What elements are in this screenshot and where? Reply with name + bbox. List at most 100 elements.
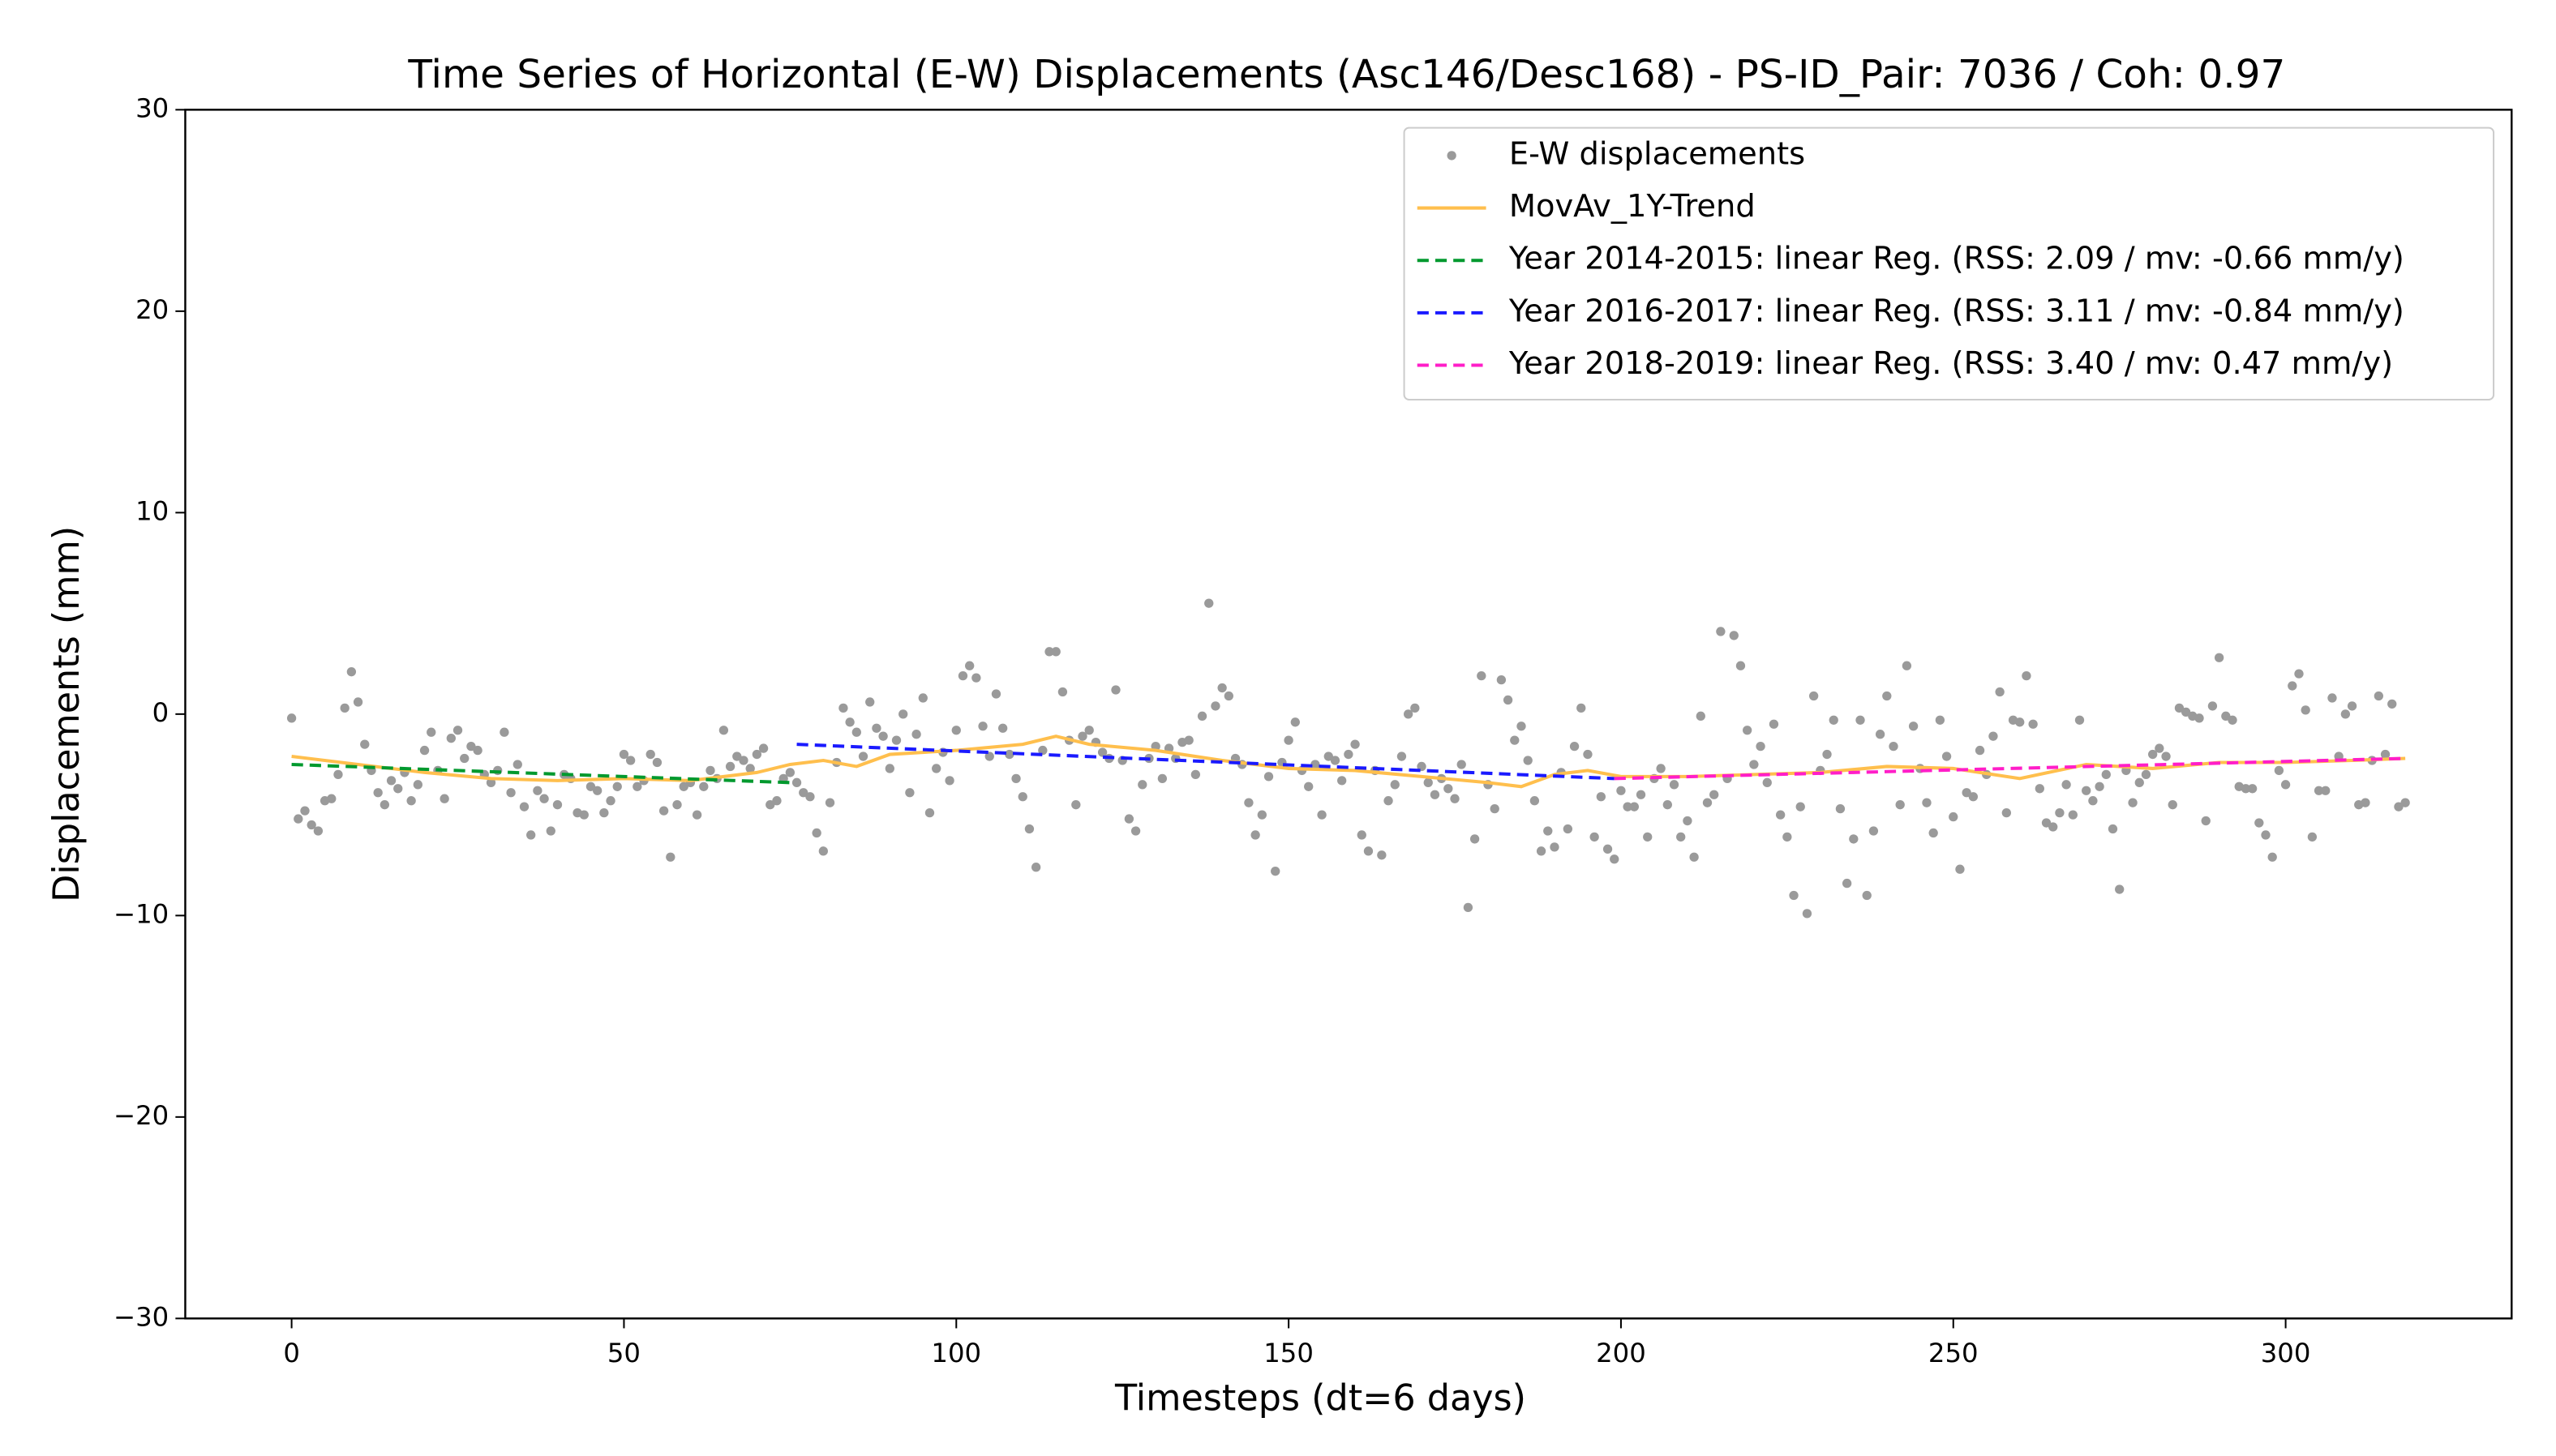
data-point [2174,703,2185,713]
data-point [1317,810,1327,820]
legend-box [1403,126,2495,400]
data-point [1443,784,1453,794]
x-tick-label: 50 [607,1338,641,1368]
data-point [945,776,954,786]
data-point [1390,780,1400,790]
data-point [2280,780,2291,790]
data-point [2288,681,2297,691]
data-point [2128,798,2138,807]
data-point [666,852,675,862]
data-point [1284,735,1293,745]
data-point [692,810,702,820]
data-point [971,673,981,683]
data-point [2387,699,2397,709]
data-point [705,765,715,776]
data-point [1596,792,1606,802]
data-point [1735,661,1746,670]
data-point [878,731,888,741]
data-point [406,796,416,806]
data-point [606,796,615,806]
legend-label: MovAv_1Y-Trend [1509,188,1756,225]
data-point [951,726,961,735]
y-tick-label: −10 [114,898,169,929]
data-point [1190,769,1201,780]
data-point [1683,816,1692,826]
data-point [2028,719,2038,729]
data-point [2155,743,2164,753]
data-point [386,776,397,786]
data-point [2015,717,2025,727]
data-point [1988,731,1998,741]
legend-label: E-W displacements [1509,135,1805,172]
data-point [2394,802,2404,812]
data-point [1623,802,1632,812]
legend: E-W displacements MovAv_1Y-Trend Year 2014… [1403,126,2495,400]
data-point [360,739,370,749]
data-point [1949,812,1958,822]
data-point [1941,752,1952,761]
data-point [1769,719,1779,729]
data-point [1410,703,1420,713]
data-point [2261,830,2271,840]
data-point [1383,796,1393,806]
data-point [1344,749,1353,760]
data-point [1756,741,1765,752]
y-tick-label: 10 [135,495,169,526]
data-point [1456,760,1466,769]
data-point [1011,773,1021,784]
data-point [452,726,463,735]
data-point [865,697,875,707]
data-point [2035,784,2044,794]
data-point [1882,691,1892,701]
data-point [1935,715,1945,725]
x-axis-label: Timesteps (dt=6 days) [1114,1377,1526,1419]
data-point [718,726,729,735]
data-point [294,814,303,824]
data-point [2314,786,2324,795]
data-point [739,756,748,765]
data-point [997,723,1008,733]
data-point [1244,798,1254,807]
data-point [2301,705,2310,715]
data-point [599,807,609,818]
data-point [799,788,808,798]
data-point [619,749,629,760]
data-point [327,794,337,803]
regression-line [291,762,791,785]
data-point [2055,807,2065,818]
data-point [679,782,688,791]
data-point [1808,691,1819,701]
data-point [766,800,775,810]
legend-label: Year 2014-2015: linear Reg. (RSS: 2.09 /… [1508,241,2404,277]
regression-line [1614,756,2406,781]
trend-line [291,734,2406,789]
data-point [1084,726,1094,735]
data-point [1477,670,1486,681]
data-point [825,798,835,807]
data-point [333,769,343,780]
data-point [2022,670,2031,681]
data-point [1396,752,1407,761]
y-tick-label: 0 [152,697,169,728]
data-point [1875,730,1885,739]
data-point [313,826,324,836]
data-point [851,727,861,737]
data-point [1490,803,1499,814]
data-point [1204,598,1214,608]
data-point [1835,803,1846,814]
data-point [1363,846,1374,856]
data-point [978,722,988,731]
x-tick-label: 200 [1596,1338,1646,1368]
data-point [1802,909,1812,919]
data-point [466,741,476,752]
data-point [1868,826,1879,836]
data-point [758,743,769,753]
data-point [1503,695,1513,705]
data-point [918,693,928,703]
data-point [1589,832,1599,842]
legend-label: Year 2018-2019: linear Reg. (RSS: 3.40 /… [1508,345,2393,382]
y-tick-label: 20 [135,294,169,325]
data-point [1529,796,1540,806]
data-point [652,757,663,768]
